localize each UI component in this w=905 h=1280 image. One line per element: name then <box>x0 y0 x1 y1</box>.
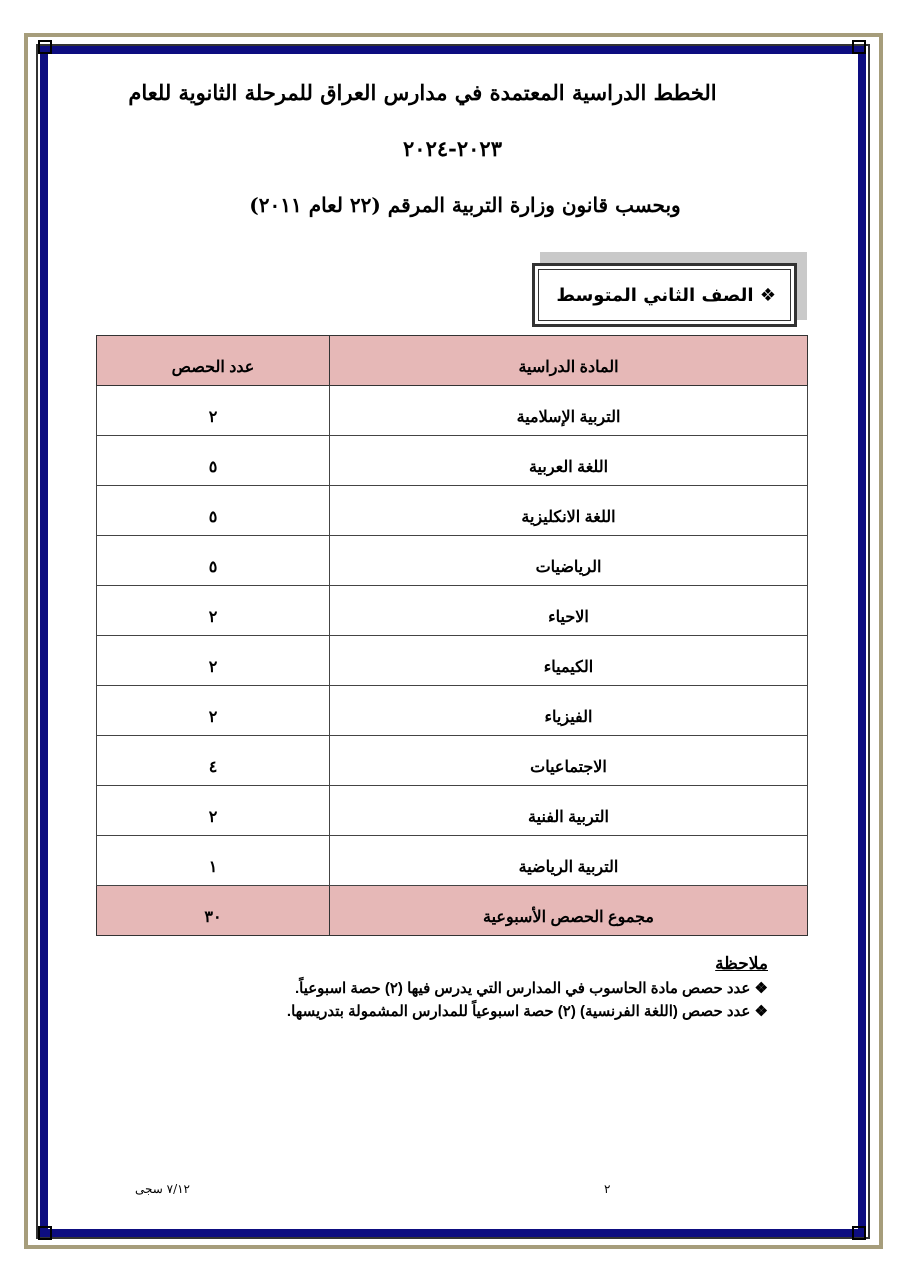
table-row: التربية الفنية ٢ <box>96 785 808 836</box>
table-row: الكيمياء ٢ <box>96 635 808 686</box>
title-line-1: الخطط الدراسية المعتمدة في مدارس العراق … <box>128 80 717 105</box>
subject-cell: اللغة العربية <box>329 435 808 486</box>
note-item: ❖ عدد حصص مادة الحاسوب في المدارس التي ي… <box>294 980 768 997</box>
table-total-row: مجموع الحصص الأسبوعية ٣٠ <box>96 885 808 936</box>
page-border-outer <box>24 33 883 1249</box>
table-row: التربية الإسلامية ٢ <box>96 385 808 436</box>
grade-label: الصف الثاني المتوسط <box>556 284 754 306</box>
corner-ornament <box>38 40 52 54</box>
table-row: الفيزياء ٢ <box>96 685 808 736</box>
subject-cell: التربية الإسلامية <box>329 385 808 436</box>
table-row: الاحياء ٢ <box>96 585 808 636</box>
count-cell: ٢ <box>96 635 330 686</box>
total-count: ٣٠ <box>96 885 330 936</box>
title-law: وبحسب قانون وزارة التربية المرقم (٢٢ لعا… <box>249 193 681 217</box>
count-cell: ٤ <box>96 735 330 786</box>
notes-section: ملاحظة ❖ عدد حصص مادة الحاسوب في المدارس… <box>287 952 768 1023</box>
subject-cell: الفيزياء <box>329 685 808 736</box>
table-row: الاجتماعيات ٤ <box>96 735 808 786</box>
table-row: التربية الرياضية ١ <box>96 835 808 886</box>
count-cell: ٢ <box>96 585 330 636</box>
title-year: ٢٠٢٣-٢٠٢٤ <box>403 136 502 161</box>
note-item: ❖ عدد حصص (اللغة الفرنسية) (٢) حصة اسبوع… <box>286 1003 768 1020</box>
corner-ornament <box>38 1226 52 1240</box>
page-border-thin <box>36 44 870 1239</box>
subject-cell: التربية الفنية <box>329 785 808 836</box>
page-number: ٢ <box>604 1182 611 1196</box>
subject-cell: الاجتماعيات <box>329 735 808 786</box>
count-cell: ٥ <box>96 435 330 486</box>
count-cell: ٥ <box>96 535 330 586</box>
count-cell: ٢ <box>96 685 330 736</box>
grade-box: ❖ الصف الثاني المتوسط <box>532 263 797 327</box>
table-row: اللغة الانكليزية ٥ <box>96 485 808 536</box>
bullet-icon: ❖ <box>759 284 776 306</box>
subject-cell: الكيمياء <box>329 635 808 686</box>
count-cell: ١ <box>96 835 330 886</box>
total-label: مجموع الحصص الأسبوعية <box>329 885 808 936</box>
corner-ornament <box>852 1226 866 1240</box>
count-cell: ٢ <box>96 785 330 836</box>
notes-heading: ملاحظة <box>715 954 768 973</box>
corner-ornament <box>852 40 866 54</box>
subject-cell: الرياضيات <box>329 535 808 586</box>
table-row: اللغة العربية ٥ <box>96 435 808 486</box>
footer-reference: ٧/١٢ سجى <box>135 1182 191 1196</box>
count-cell: ٥ <box>96 485 330 536</box>
curriculum-table: المادة الدراسية عدد الحصص التربية الإسلا… <box>96 335 808 936</box>
count-cell: ٢ <box>96 385 330 436</box>
subject-cell: الاحياء <box>329 585 808 636</box>
subject-cell: اللغة الانكليزية <box>329 485 808 536</box>
header-count: عدد الحصص <box>96 335 330 386</box>
subject-cell: التربية الرياضية <box>329 835 808 886</box>
page-border-blue <box>40 46 866 1237</box>
table-row: الرياضيات ٥ <box>96 535 808 586</box>
header-subject: المادة الدراسية <box>329 335 808 386</box>
table-header-row: المادة الدراسية عدد الحصص <box>96 335 808 386</box>
